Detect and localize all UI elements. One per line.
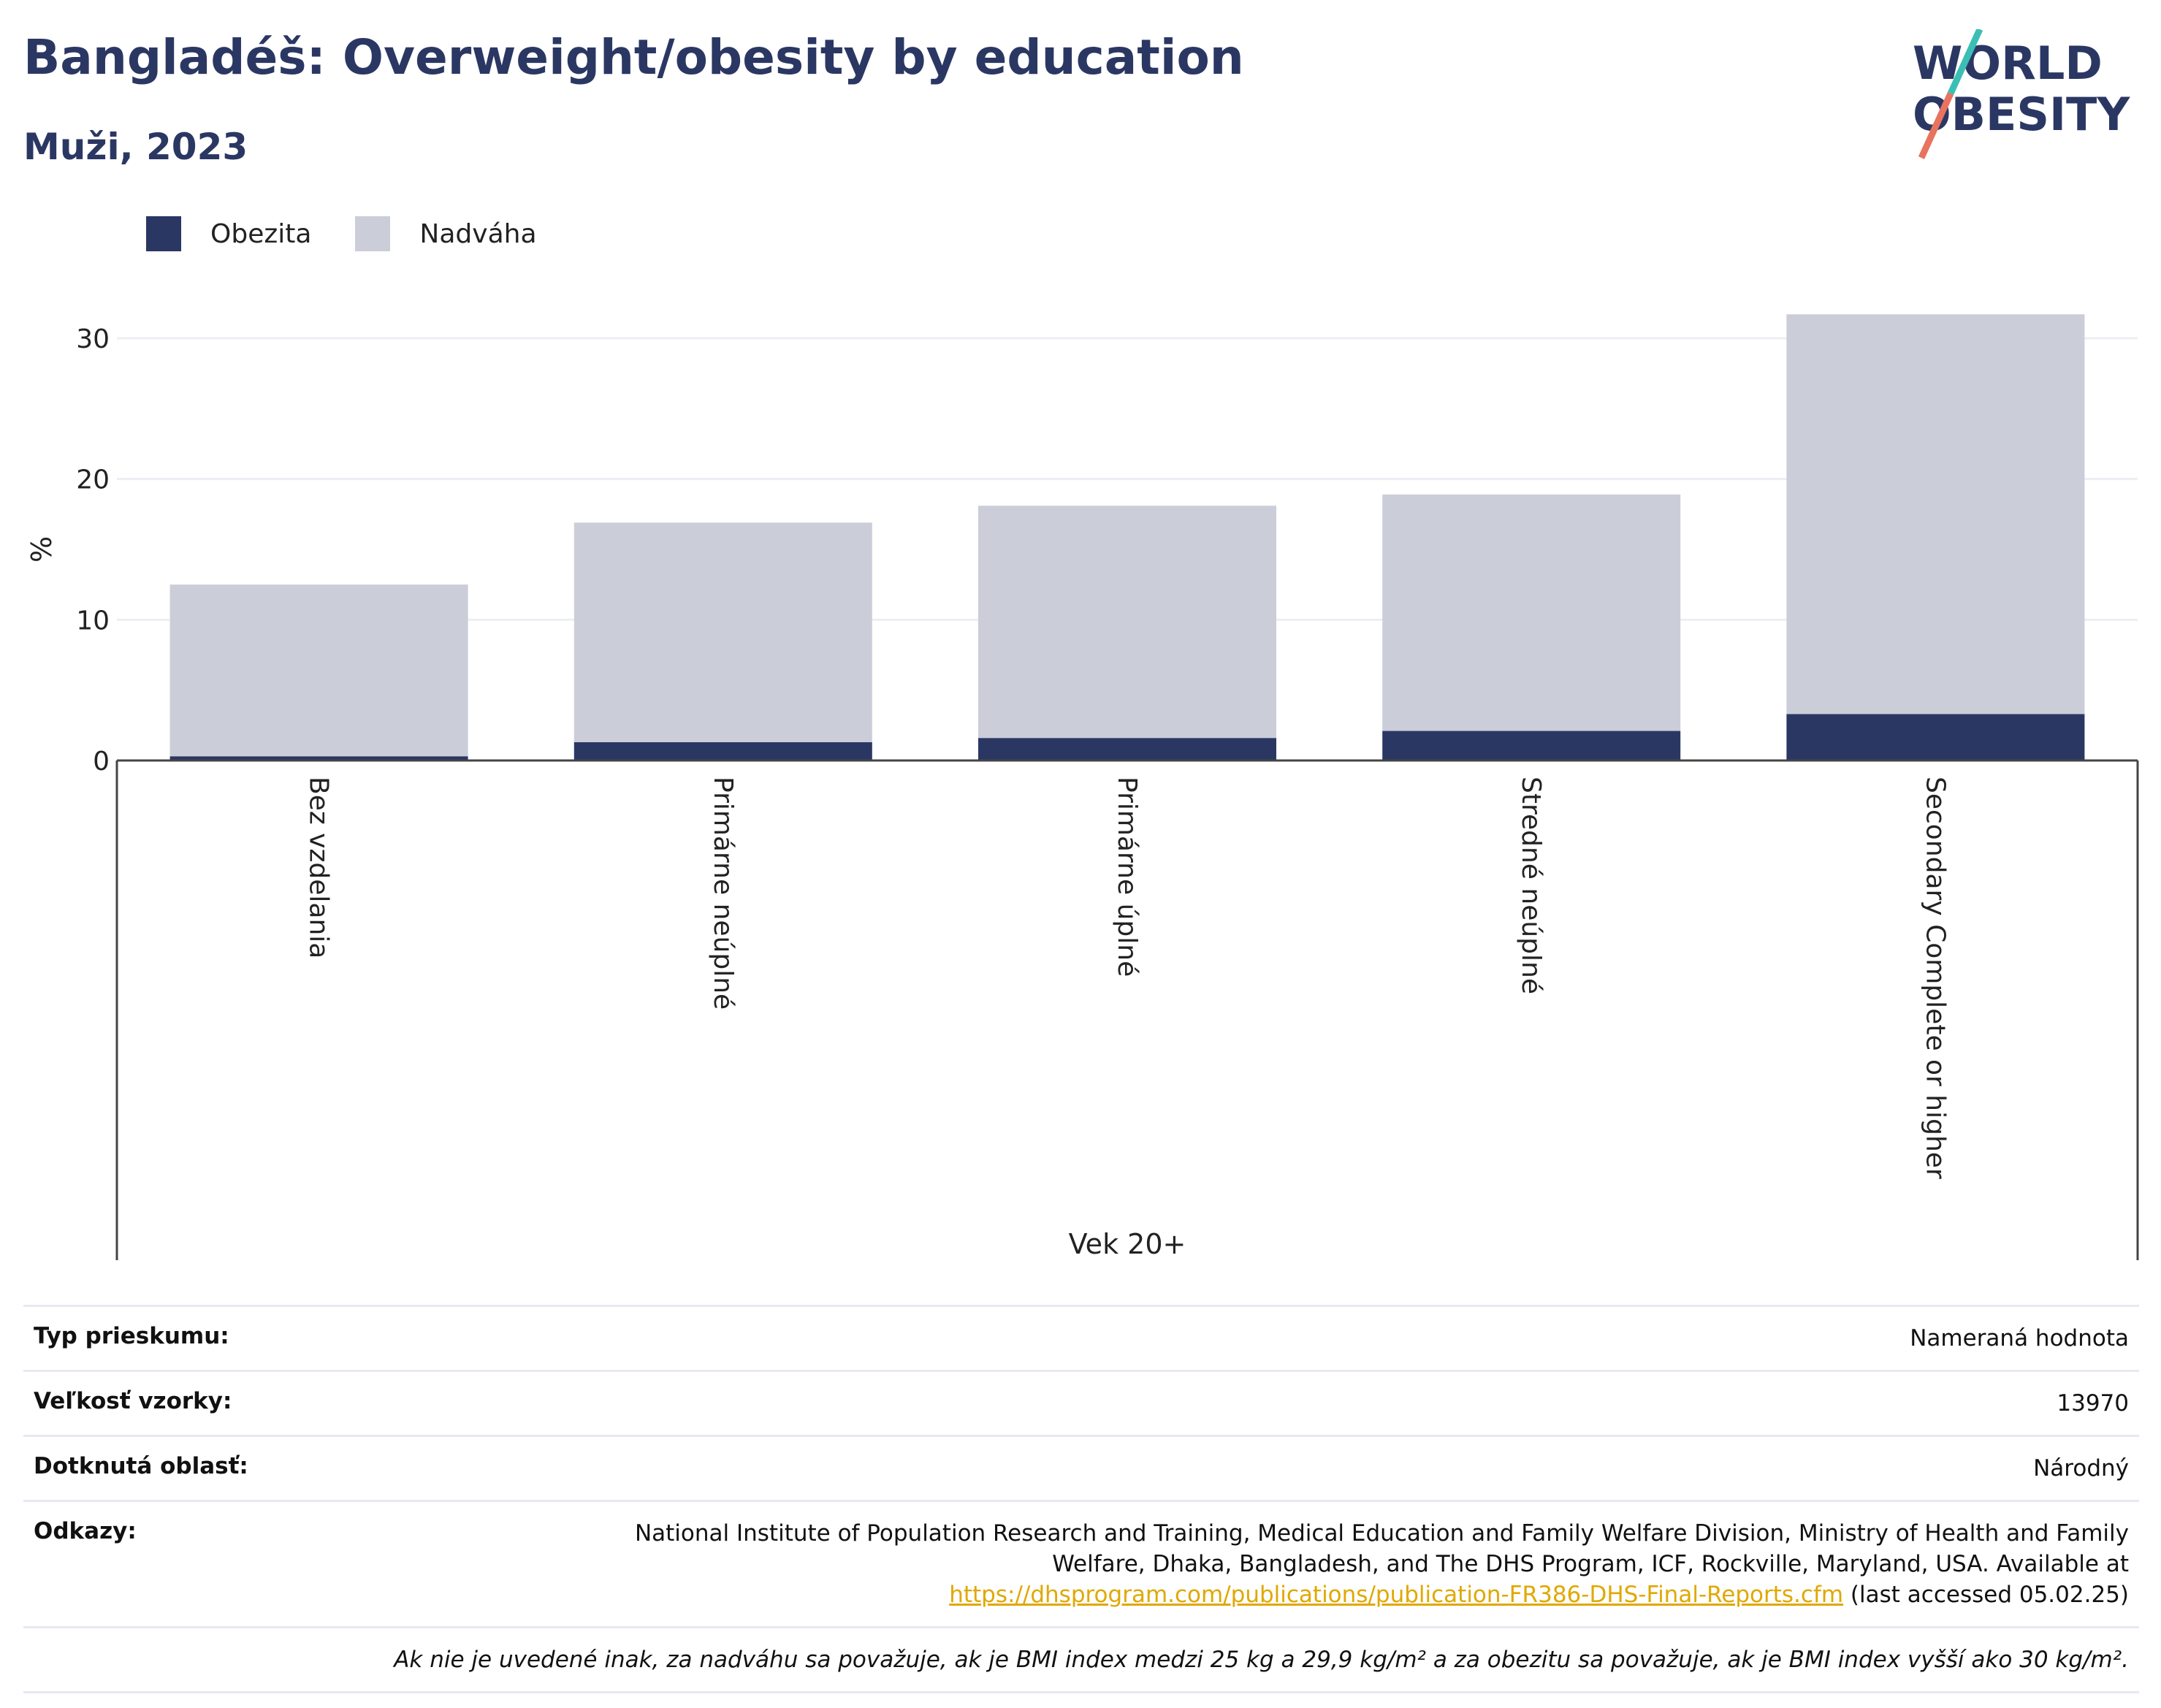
logo-stroke-teal xyxy=(1947,29,1983,95)
bar-obesity xyxy=(1786,714,2085,760)
bar-obesity xyxy=(1382,731,1681,760)
legend-swatch-obesity xyxy=(146,216,181,251)
y-tick-label: 30 xyxy=(76,324,110,354)
bar-overweight xyxy=(1786,314,2085,714)
survey-type-value: Nameraná hodnota xyxy=(1910,1325,2129,1351)
bar-overweight xyxy=(978,506,1276,739)
bar-overweight xyxy=(169,584,468,757)
legend-item-obesity[interactable]: Obezita xyxy=(146,216,311,251)
logo-line2: OBESITY xyxy=(1913,88,2130,141)
y-axis-label: % xyxy=(26,536,58,563)
survey-type-label: Typ prieskumu: xyxy=(34,1323,229,1349)
chart-legend: Obezita Nadváha xyxy=(146,216,581,251)
info-row-survey-type: Typ prieskumu: Nameraná hodnota xyxy=(23,1305,2139,1370)
legend-label-overweight: Nadváha xyxy=(419,218,537,249)
references-label: Odkazy: xyxy=(34,1518,137,1544)
info-row-note: Ak nie je uvedené inak, za nadváhu sa po… xyxy=(23,1626,2139,1693)
stacked-bar-chart: 0 10 20 30% Bez vzdelania Primárne neúplné Pri… xyxy=(26,314,2139,1260)
logo-line1: WORLD xyxy=(1913,37,2103,90)
references-link[interactable]: https://dhsprogram.com/publications/publ… xyxy=(949,1582,1844,1608)
definition-note: Ak nie je uvedené inak, za nadváhu sa po… xyxy=(394,1647,2129,1673)
legend-label-obesity: Obezita xyxy=(210,218,312,249)
x-tick-label: Primárne úplné xyxy=(1112,777,1142,977)
x-axis-label: Vek 20+ xyxy=(1069,1228,1186,1260)
y-tick-label: 10 xyxy=(76,606,110,636)
area-value: Národný xyxy=(2033,1455,2129,1482)
bar-obesity xyxy=(573,741,872,760)
references-value: National Institute of Population Researc… xyxy=(551,1518,2129,1610)
bar-obesity xyxy=(169,756,468,760)
x-tick-label: Stredné neúplné xyxy=(1516,777,1546,994)
info-row-sample-size: Veľkosť vzorky: 13970 xyxy=(23,1370,2139,1435)
legend-swatch-overweight xyxy=(355,216,391,251)
sample-size-value: 13970 xyxy=(2057,1390,2129,1417)
info-row-references: Odkazy: National Institute of Population… xyxy=(23,1500,2139,1626)
info-table: Typ prieskumu: Nameraná hodnota Veľkosť … xyxy=(23,1305,2139,1693)
logo-stroke-red xyxy=(1918,92,1954,159)
area-label: Dotknutá oblasť: xyxy=(34,1453,248,1479)
world-obesity-logo: WORLD OBESITY xyxy=(1913,29,2130,159)
info-row-area: Dotknutá oblasť: Národný xyxy=(23,1435,2139,1500)
bar-overweight xyxy=(1382,494,1681,731)
sample-size-label: Veľkosť vzorky: xyxy=(34,1388,232,1414)
references-text: National Institute of Population Researc… xyxy=(634,1520,2129,1577)
legend-item-overweight[interactable]: Nadváha xyxy=(355,216,537,251)
page-subtitle: Muži, 2023 xyxy=(23,126,248,168)
bar-obesity xyxy=(978,738,1276,760)
x-tick-label: Bez vzdelania xyxy=(304,777,334,958)
bar-overweight xyxy=(573,522,872,742)
x-tick-label: Secondary Complete or higher xyxy=(1920,777,1950,1179)
y-tick-label: 20 xyxy=(76,465,110,495)
y-tick-label: 0 xyxy=(93,747,110,777)
references-suffix: (last accessed 05.02.25) xyxy=(1850,1582,2129,1608)
page-title: Bangladéš: Overweight/obesity by educati… xyxy=(23,29,1244,85)
x-tick-label: Primárne neúplné xyxy=(708,777,738,1010)
